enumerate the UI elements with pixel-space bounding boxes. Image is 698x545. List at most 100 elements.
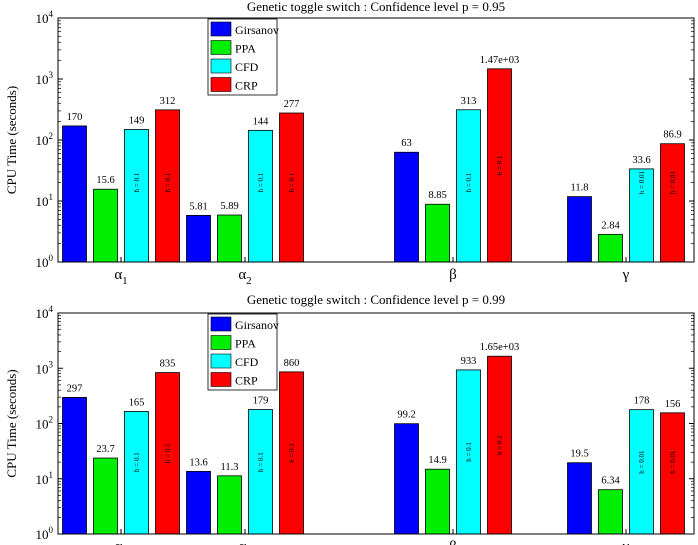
y-tick-base: 10: [36, 133, 49, 148]
bar: [629, 409, 654, 535]
legend: Girsanov PPA CFD CRP: [207, 313, 279, 391]
bar: [124, 129, 149, 263]
bar: [62, 125, 87, 263]
y-tick-label: 103: [36, 70, 54, 87]
x-tick-subscript: 1: [122, 275, 128, 287]
bar-value-label: 933: [461, 356, 477, 367]
bar: [279, 112, 304, 263]
legend-label: CFD: [235, 355, 259, 369]
bar: [567, 462, 592, 535]
y-tick-exponent: 2: [49, 415, 54, 425]
bar-value-label: 6.34: [601, 476, 620, 487]
y-tick-label: 104: [36, 9, 54, 26]
legend-label: CFD: [235, 60, 259, 74]
bar-step-label: h = 0.01: [669, 171, 677, 195]
bar: [487, 355, 512, 535]
y-tick-label: 104: [36, 304, 54, 321]
bar-value-label: 1.47e+03: [480, 55, 519, 66]
x-tick-label: α2: [238, 267, 251, 287]
bar: [217, 214, 242, 263]
x-tick-symbol: γ: [622, 539, 630, 545]
bar: [155, 109, 180, 263]
x-tick-label: α1: [114, 539, 127, 545]
bar: [456, 109, 481, 263]
y-tick-exponent: 3: [49, 359, 54, 369]
x-tick-symbol: β: [449, 267, 457, 283]
x-tick-symbol: α: [114, 267, 122, 283]
x-tick-label: β: [449, 539, 457, 545]
bar-value-label: 14.9: [428, 455, 446, 466]
bar-step-label: h = 0.1: [257, 172, 265, 192]
y-tick-label: 101: [36, 470, 54, 487]
y-tick-label: 103: [36, 359, 54, 376]
bar-value-label: 165: [129, 397, 145, 408]
y-tick-label: 100: [36, 253, 54, 270]
bar-value-label: 19.5: [570, 449, 588, 460]
y-tick-exponent: 4: [49, 9, 54, 19]
bar: [186, 470, 211, 535]
x-tick-label: α1: [114, 267, 127, 287]
bar-step-label: h = 0.01: [669, 450, 677, 474]
legend-swatch: [210, 316, 232, 332]
bar-value-label: 860: [284, 358, 300, 369]
bar: [598, 233, 623, 263]
bar-step-label: h = 0.1: [288, 443, 296, 463]
legend-label: PPA: [235, 42, 256, 56]
bar-value-label: 144: [253, 116, 270, 127]
legend: Girsanov PPA CFD CRP: [207, 18, 279, 96]
bar: [186, 214, 211, 263]
bar-step-label: h = 0.1: [288, 172, 296, 192]
bar: [629, 168, 654, 263]
y-axis-label: CPU Time (seconds): [4, 369, 19, 477]
bar-value-label: 156: [665, 399, 681, 410]
bar-value-label: 63: [401, 138, 412, 149]
legend-label: CRP: [235, 79, 258, 93]
chart-title: Genetic toggle switch : Confidence level…: [247, 292, 505, 307]
bar-value-label: 178: [634, 396, 650, 407]
y-tick-base: 10: [36, 72, 49, 87]
x-tick-subscript: 2: [246, 275, 252, 287]
bar-step-label: h = 0.01: [638, 450, 646, 474]
x-tick-symbol: β: [449, 539, 457, 545]
y-tick-exponent: 4: [49, 304, 54, 314]
bar: [425, 468, 450, 535]
bar-value-label: 23.7: [96, 444, 114, 455]
x-tick-label: β: [449, 267, 457, 283]
legend-swatch: [210, 40, 232, 55]
bar: [660, 412, 685, 535]
legend-label: Girsanov: [235, 318, 279, 332]
y-tick-base: 10: [36, 527, 49, 542]
x-tick-label: γ: [622, 267, 630, 283]
bar-step-label: h = 0.1: [164, 443, 172, 463]
bar-value-label: 5.89: [220, 201, 238, 212]
bar: [217, 475, 242, 535]
legend-swatch: [210, 335, 232, 350]
bar-value-label: 170: [67, 112, 83, 123]
bar: [155, 372, 180, 535]
bar-value-label: 33.6: [632, 155, 650, 166]
y-tick-label: 102: [36, 131, 54, 148]
bar-value-label: 312: [160, 96, 176, 107]
bar: [598, 489, 623, 535]
bar-step-label: h = 0.1: [164, 172, 172, 192]
bar: [394, 151, 419, 263]
bar-value-label: 313: [461, 96, 477, 107]
y-tick-exponent: 1: [49, 192, 54, 202]
y-tick-base: 10: [36, 306, 49, 321]
x-tick-symbol: α: [238, 539, 246, 545]
y-tick-exponent: 0: [49, 525, 54, 535]
y-tick-base: 10: [36, 194, 49, 209]
x-tick-symbol: α: [238, 267, 246, 283]
bar: [660, 143, 685, 263]
bar-value-label: 11.8: [571, 183, 589, 194]
bar-step-label: h = 0.1: [133, 452, 141, 472]
y-tick-base: 10: [36, 11, 49, 26]
bar-step-label: h = 0.1: [465, 442, 473, 462]
chart-panel-2: Genetic toggle switch : Confidence level…: [4, 292, 695, 545]
bar: [124, 411, 149, 535]
bar: [248, 129, 273, 263]
x-tick-label: α2: [238, 539, 251, 545]
bar-value-label: 13.6: [189, 457, 207, 468]
bar: [93, 457, 118, 535]
